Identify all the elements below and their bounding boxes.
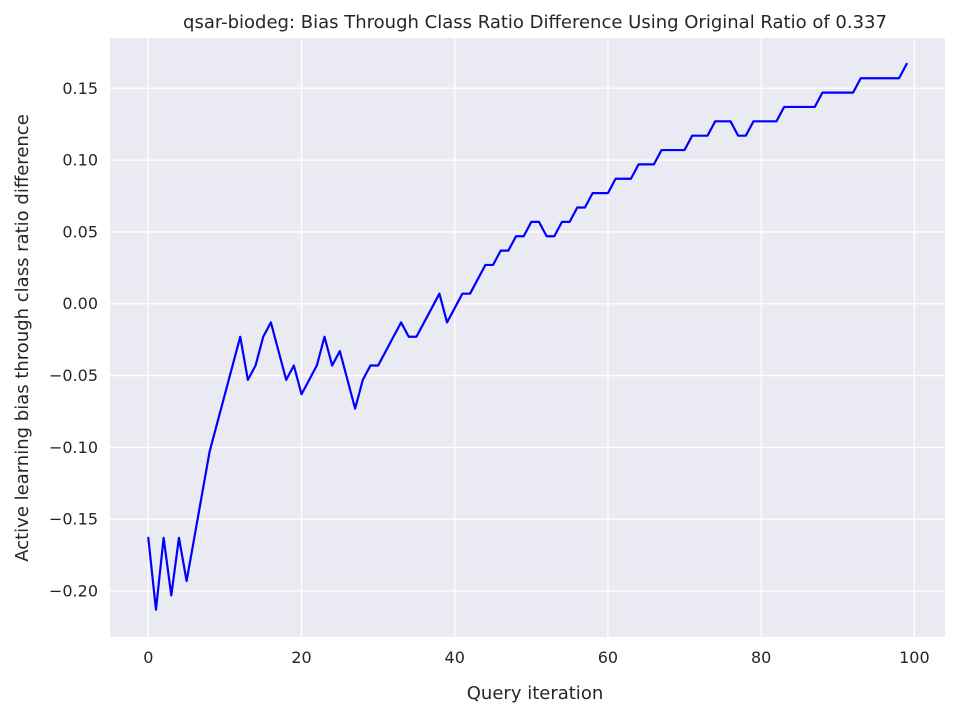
- y-tick-label: 0.15: [62, 79, 98, 98]
- y-tick-label: −0.15: [49, 510, 98, 529]
- y-tick-label: 0.10: [62, 151, 98, 170]
- x-tick-label: 80: [751, 648, 771, 667]
- y-tick-label: 0.05: [62, 222, 98, 241]
- x-tick-label: 0: [143, 648, 153, 667]
- x-tick-label: 20: [291, 648, 311, 667]
- y-tick-label: −0.05: [49, 366, 98, 385]
- y-gridlines: [110, 87, 945, 592]
- y-tick-labels: −0.20 −0.15 −0.10 −0.05 0.00 0.05 0.10 0.15: [49, 79, 98, 601]
- x-axis-label: Query iteration: [467, 683, 603, 704]
- x-tick-label: 100: [899, 648, 930, 667]
- y-tick-label: −0.10: [49, 438, 98, 457]
- chart-title: qsar-biodeg: Bias Through Class Ratio Di…: [183, 12, 887, 33]
- y-axis-label: Active learning bias through class ratio…: [12, 114, 33, 562]
- x-tick-labels: 0 20 40 60 80 100: [143, 648, 929, 667]
- series-line: [147, 62, 908, 611]
- x-tick-label: 60: [598, 648, 618, 667]
- x-tick-label: 40: [445, 648, 465, 667]
- plot-area: [110, 38, 945, 637]
- y-tick-label: −0.20: [49, 582, 98, 601]
- series-layer: [147, 62, 908, 611]
- y-tick-label: 0.00: [62, 294, 98, 313]
